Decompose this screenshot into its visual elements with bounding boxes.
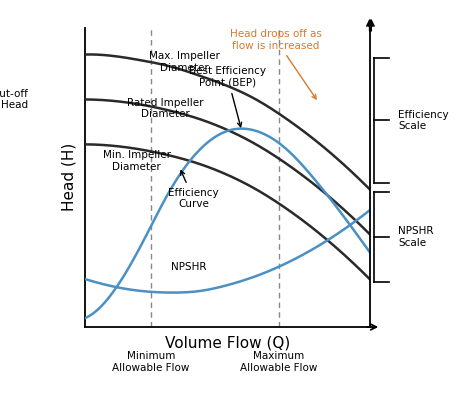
X-axis label: Volume Flow (Q): Volume Flow (Q) [165, 335, 290, 350]
Text: Minimum
Allowable Flow: Minimum Allowable Flow [112, 351, 190, 373]
Text: Efficiency
Scale: Efficiency Scale [398, 110, 449, 131]
Text: Best Efficiency
Point (BEP): Best Efficiency Point (BEP) [189, 66, 266, 127]
Text: Min. Impeller
Diameter: Min. Impeller Diameter [102, 150, 171, 172]
Text: NPSHR: NPSHR [171, 262, 206, 272]
Text: Head drops off as
flow is increased: Head drops off as flow is increased [230, 29, 322, 99]
Text: Shut-off
Head: Shut-off Head [0, 89, 28, 110]
Text: Max. Impeller
Diameter: Max. Impeller Diameter [149, 51, 220, 73]
Text: Efficiency
Curve: Efficiency Curve [168, 171, 219, 209]
Text: Rated Impeller
Diameter: Rated Impeller Diameter [127, 98, 203, 119]
Text: Maximum
Allowable Flow: Maximum Allowable Flow [240, 351, 318, 373]
Y-axis label: Head (H): Head (H) [62, 143, 77, 212]
Text: NPSHR
Scale: NPSHR Scale [398, 227, 434, 248]
